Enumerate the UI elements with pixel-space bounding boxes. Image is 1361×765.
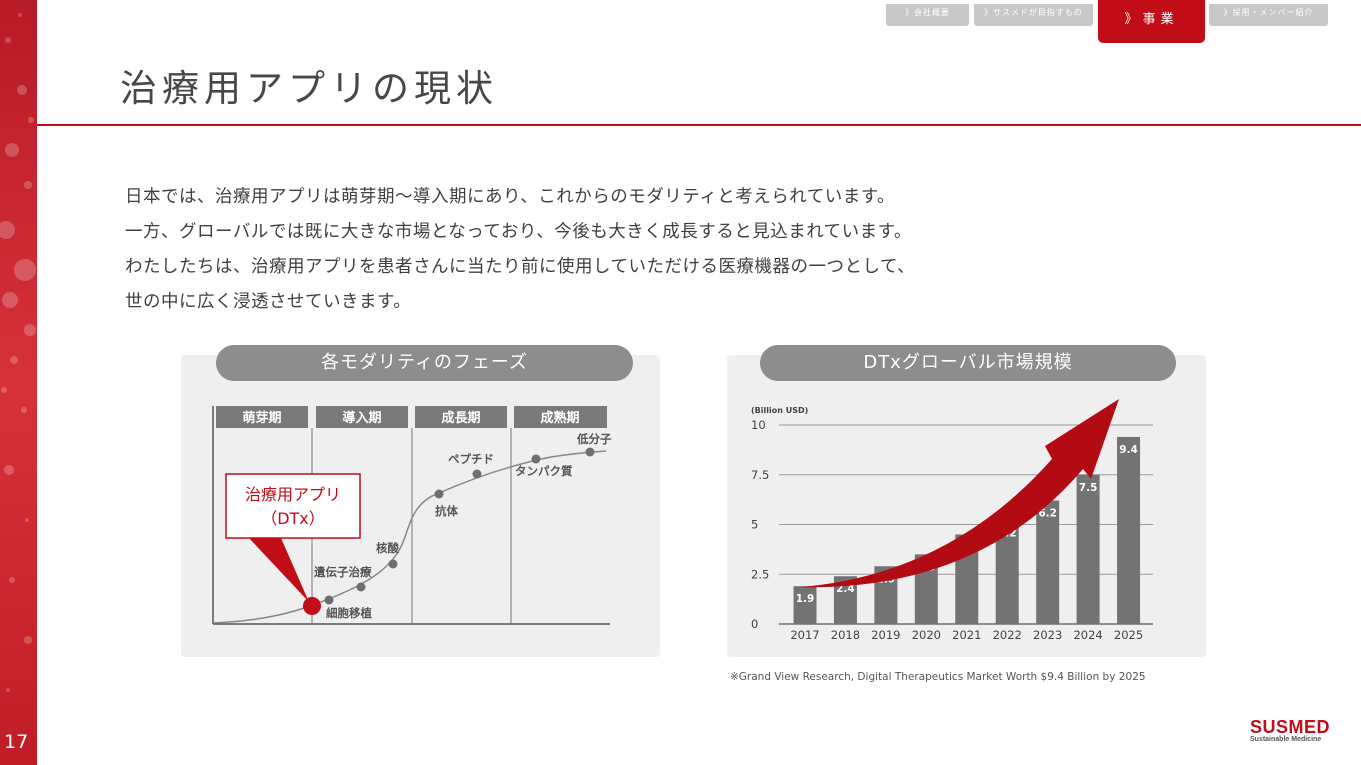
point-nucleic-acid [388,559,398,569]
bar-value-label: 9.4 [1119,444,1138,456]
point-protein [531,454,541,464]
phase-diagram: 萌芽期 導入期 成長期 成熟期 治療用アプリ （DTx） 細胞移植 遺伝子治療 … [212,406,612,625]
y-tick-label: 0 [751,617,758,631]
bar-value-label: 6.2 [1038,508,1057,520]
callout-line: 治療用アプリ [245,485,341,504]
tab-vision[interactable]: 》サスメドが目指すもの [974,4,1093,26]
intro-line: わたしたちは、治療用アプリを患者さんに当たり前に使用していただける医療機器の一つ… [125,257,916,277]
bubble-pattern [0,0,37,765]
sidebar-decoration: 17 [0,0,37,765]
page-title: 治療用アプリの現状 [120,67,498,110]
logo-tagline: Sustainable Medicine [1250,736,1322,743]
phase-label: 成長期 [441,410,480,426]
point-label: 細胞移植 [326,606,372,620]
dtx-callout [225,473,361,539]
market-panel-title: DTxグローバル市場規模 [760,345,1176,381]
callout-pointer [249,538,309,602]
x-tick-label: 2024 [1073,628,1102,642]
title-divider [37,124,1361,126]
bar-2017 [793,586,817,624]
point-label: 核酸 [376,541,399,555]
intro-line: 世の中に広く浸透させていきます。 [125,292,412,312]
phase-header-introduction [316,406,408,428]
bar-2025 [1117,436,1141,624]
point-label: 抗体 [435,504,458,518]
x-tick-label: 2018 [831,628,860,642]
dtx-point [303,597,321,615]
intro-line: 日本では、治療用アプリは萌芽期〜導入期にあり、これからのモダリティと考えられてい… [125,187,895,207]
phase-label: 導入期 [342,410,381,426]
x-tick-label: 2021 [952,628,981,642]
logo-name: SUSMED [1250,717,1331,737]
bar-2022 [995,520,1019,624]
susmed-logo: SUSMED Sustainable Medicine [1250,717,1330,743]
x-tick-label: 2019 [871,628,900,642]
point-label: 低分子 [576,432,612,446]
growth-arrow [799,399,1119,588]
point-gene-therapy [356,582,366,592]
x-tick-label: 2025 [1114,628,1143,642]
source-footnote: ※Grand View Research, Digital Therapeuti… [730,671,1146,683]
point-label: 遺伝子治療 [313,565,372,579]
intro-line: 一方、グローバルでは既に大きな市場となっており、今後も大きく成長すると見込まれて… [125,222,912,242]
bar-2018 [833,576,857,624]
tab-recruit[interactable]: 》採用・メンバー紹介 [1209,4,1328,26]
tab-company[interactable]: 》会社概要 [886,4,969,26]
adoption-curve [212,450,607,624]
point-label: ペプチド [448,452,494,466]
y-tick-label: 7.5 [751,468,769,482]
intro-text: 日本では、治療用アプリは萌芽期〜導入期にあり、これからのモダリティと考えられてい… [125,180,915,320]
bar-2024 [1076,474,1100,624]
x-tick-label: 2017 [790,628,819,642]
phase-panel: 萌芽期 導入期 成長期 成熟期 治療用アプリ （DTx） 細胞移植 遺伝子治療 … [181,355,660,657]
phase-header-emergence [216,406,308,428]
market-panel: (Billion USD) 0 2.5 5 7.5 10 1.9 2017 2.4 2018 2… [727,355,1206,657]
x-tick-label: 2023 [1033,628,1062,642]
point-label: タンパク質 [515,464,573,478]
point-small-molecule [585,447,595,457]
y-axis-label: (Billion USD) [751,406,808,415]
point-peptide [472,469,482,479]
bar-value-label: 7.5 [1079,482,1098,494]
x-tick-label: 2022 [993,628,1022,642]
point-antibody [434,489,444,499]
tab-business[interactable]: 》事業 [1098,0,1205,43]
phase-panel-title: 各モダリティのフェーズ [216,345,633,381]
y-tick-label: 10 [751,418,766,432]
bar-2023 [1036,500,1060,624]
phase-header-maturity [514,406,607,428]
page-number: 17 [4,731,29,753]
y-tick-label: 2.5 [751,567,769,581]
callout-line: （DTx） [261,509,325,528]
y-tick-label: 5 [751,518,758,532]
point-cell-transplant [324,595,334,605]
bar-value-label: 1.9 [796,593,815,605]
phase-label: 萌芽期 [242,410,281,426]
x-tick-label: 2020 [912,628,941,642]
phase-header-growth [415,406,507,428]
phase-label: 成熟期 [540,410,579,426]
